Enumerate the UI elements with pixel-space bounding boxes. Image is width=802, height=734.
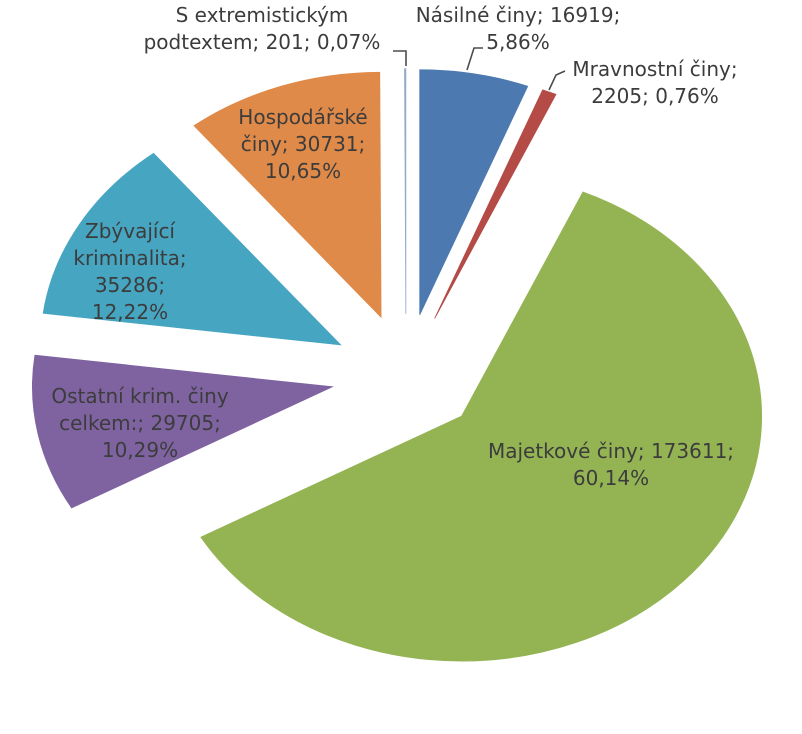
leader-line-mravnostni-ciny (548, 70, 566, 91)
label-majetkove-ciny: Majetkové činy; 173611; 60,14% (488, 438, 734, 492)
label-line: Majetkové činy; 173611; (487, 439, 735, 463)
pie-slice-majetkove-ciny (200, 191, 763, 662)
pie-slice-hospodarske-ciny (193, 71, 382, 319)
label-s-extremistickym-podtextem: S extremistickým podtextem; 201; 0,07% (144, 2, 381, 56)
label-hospodarske-ciny: Hospodářské činy; 30731; 10,65% (238, 104, 367, 185)
label-line: Násilné činy; 16919; (415, 3, 621, 27)
label-line: 5,86% (486, 30, 550, 54)
label-ostatni-krim-ciny: Ostatní krim. činy celkem:; 29705; 10,29… (51, 383, 228, 464)
label-line: Mravnostní činy; (572, 57, 738, 81)
label-line: kriminalita; (73, 246, 187, 270)
pie-slice-nasilne-ciny (419, 69, 529, 315)
label-mravnostni-ciny: Mravnostní činy; 2205; 0,76% (572, 56, 737, 110)
label-line: 60,14% (572, 466, 650, 490)
pie-slice-zbyvajici-kriminalita (42, 152, 342, 346)
label-nasilne-ciny: Násilné činy; 16919; 5,86% (416, 2, 621, 56)
label-line: 2205; 0,76% (591, 84, 719, 108)
label-line: 12,22% (91, 300, 169, 324)
pie-slice-s-extremistickym-podtextem (404, 68, 407, 314)
label-line: činy; 30731; (240, 132, 366, 156)
label-line: 35286; (94, 273, 166, 297)
label-line: celkem:; 29705; (59, 411, 221, 435)
label-zbyvajici-kriminalita: Zbývající kriminalita; 35286; 12,22% (73, 218, 186, 326)
pie-slice-ostatni-krim-ciny-celkem (32, 354, 334, 509)
label-line: S extremistickým (175, 3, 349, 27)
label-line: 10,29% (101, 438, 179, 462)
pie-slice-mravnostni-ciny (434, 89, 557, 319)
label-line: Ostatní krim. činy (51, 384, 229, 408)
label-line: Zbývající (85, 219, 175, 243)
label-line: Hospodářské (238, 105, 368, 129)
leader-line-s-extremistickym (393, 50, 407, 66)
leader-line-nasilne-ciny (466, 47, 483, 71)
label-line: podtextem; 201; 0,07% (143, 30, 381, 54)
label-line: 10,65% (264, 159, 342, 183)
pie-slices (32, 68, 763, 662)
